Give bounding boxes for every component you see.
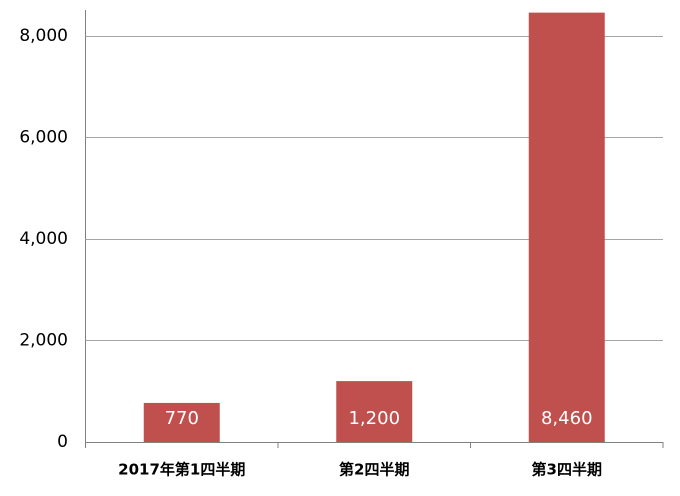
y-tick-label: 4,000 (19, 229, 68, 249)
x-tick-label: 2017年第1四半期 (118, 461, 245, 479)
x-tick-label: 第2四半期 (339, 461, 409, 479)
value-label: 1,200 (348, 408, 400, 429)
bar (336, 381, 413, 442)
y-tick-label: 2,000 (19, 330, 68, 350)
bar (143, 402, 220, 442)
x-tick-label: 第3四半期 (532, 461, 602, 479)
bar (528, 12, 605, 442)
y-tick-label: 8,000 (19, 26, 68, 46)
value-label: 770 (165, 408, 199, 429)
y-tick-label: 6,000 (19, 127, 68, 147)
y-tick-label: 0 (57, 432, 68, 452)
value-label: 8,460 (541, 408, 593, 429)
